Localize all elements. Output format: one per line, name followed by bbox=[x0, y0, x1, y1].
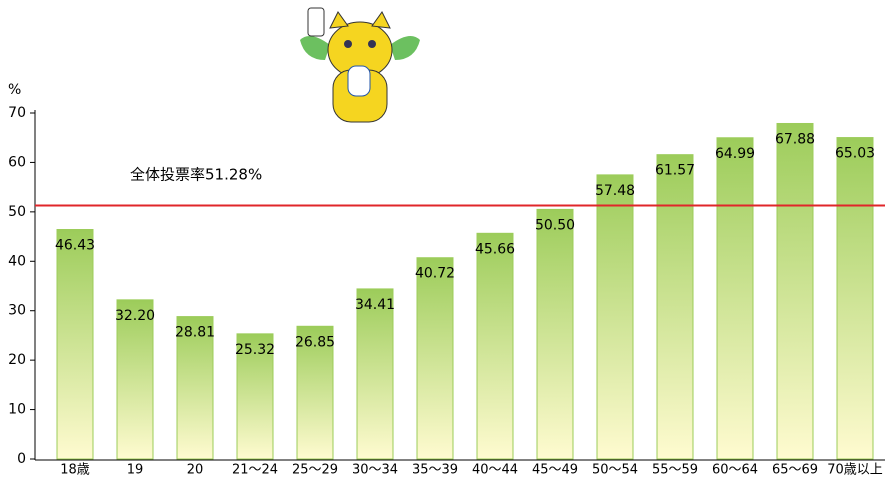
x-tick-label: 40～44 bbox=[472, 463, 518, 478]
bar bbox=[717, 138, 753, 459]
bar bbox=[357, 289, 393, 459]
value-label: 64.99 bbox=[715, 146, 755, 162]
x-tick-label: 60～64 bbox=[712, 463, 758, 478]
bar bbox=[417, 258, 453, 459]
bar bbox=[657, 155, 693, 459]
value-label: 25.32 bbox=[235, 342, 275, 358]
y-tick-label: 20 bbox=[8, 352, 26, 368]
x-tick-label: 18歳 bbox=[60, 463, 90, 478]
bar bbox=[57, 230, 93, 459]
bar bbox=[777, 123, 813, 459]
value-label: 45.66 bbox=[475, 241, 515, 257]
value-label: 28.81 bbox=[175, 325, 215, 341]
x-tick-label: 19 bbox=[127, 463, 144, 478]
x-tick-label: 45～49 bbox=[532, 463, 578, 478]
x-tick-label: 70歳以上 bbox=[827, 463, 883, 478]
y-tick-label: 30 bbox=[8, 303, 26, 319]
y-axis-label: % bbox=[8, 82, 21, 98]
x-tick-label: 55～59 bbox=[652, 463, 698, 478]
bar bbox=[837, 138, 873, 459]
value-label: 50.50 bbox=[535, 217, 575, 233]
bar bbox=[597, 175, 633, 459]
mascot bbox=[300, 8, 420, 122]
value-label: 32.20 bbox=[115, 308, 155, 324]
chart: % 0 10 20 30 40 50 60 70 18歳 46.43 19 32.20 20 28.81 2… bbox=[0, 0, 885, 478]
value-label: 57.48 bbox=[595, 183, 635, 199]
x-tick-label: 20 bbox=[187, 463, 204, 478]
x-tick-label: 30～34 bbox=[352, 463, 398, 478]
x-tick-label: 65～69 bbox=[772, 463, 818, 478]
x-tick-label: 21～24 bbox=[232, 463, 278, 478]
x-tick-label: 25～29 bbox=[292, 463, 338, 478]
annotation: 全体投票率51.28% bbox=[130, 166, 262, 184]
y-tick-label: 70 bbox=[8, 105, 26, 121]
y-tick-label: 10 bbox=[8, 402, 26, 418]
bar bbox=[477, 233, 513, 459]
value-label: 46.43 bbox=[55, 238, 95, 254]
value-label: 61.57 bbox=[655, 163, 695, 179]
x-tick-label: 50～54 bbox=[592, 463, 638, 478]
value-label: 67.88 bbox=[775, 131, 815, 147]
value-label: 40.72 bbox=[415, 266, 455, 282]
value-label: 26.85 bbox=[295, 334, 335, 350]
y-tick-label: 40 bbox=[8, 253, 26, 269]
y-tick-label: 60 bbox=[8, 154, 26, 170]
x-tick-label: 35～39 bbox=[412, 463, 458, 478]
y-tick-label: 0 bbox=[17, 451, 26, 467]
value-label: 65.03 bbox=[835, 146, 875, 162]
y-tick-label: 50 bbox=[8, 204, 26, 220]
bar bbox=[537, 209, 573, 459]
value-label: 34.41 bbox=[355, 297, 395, 313]
